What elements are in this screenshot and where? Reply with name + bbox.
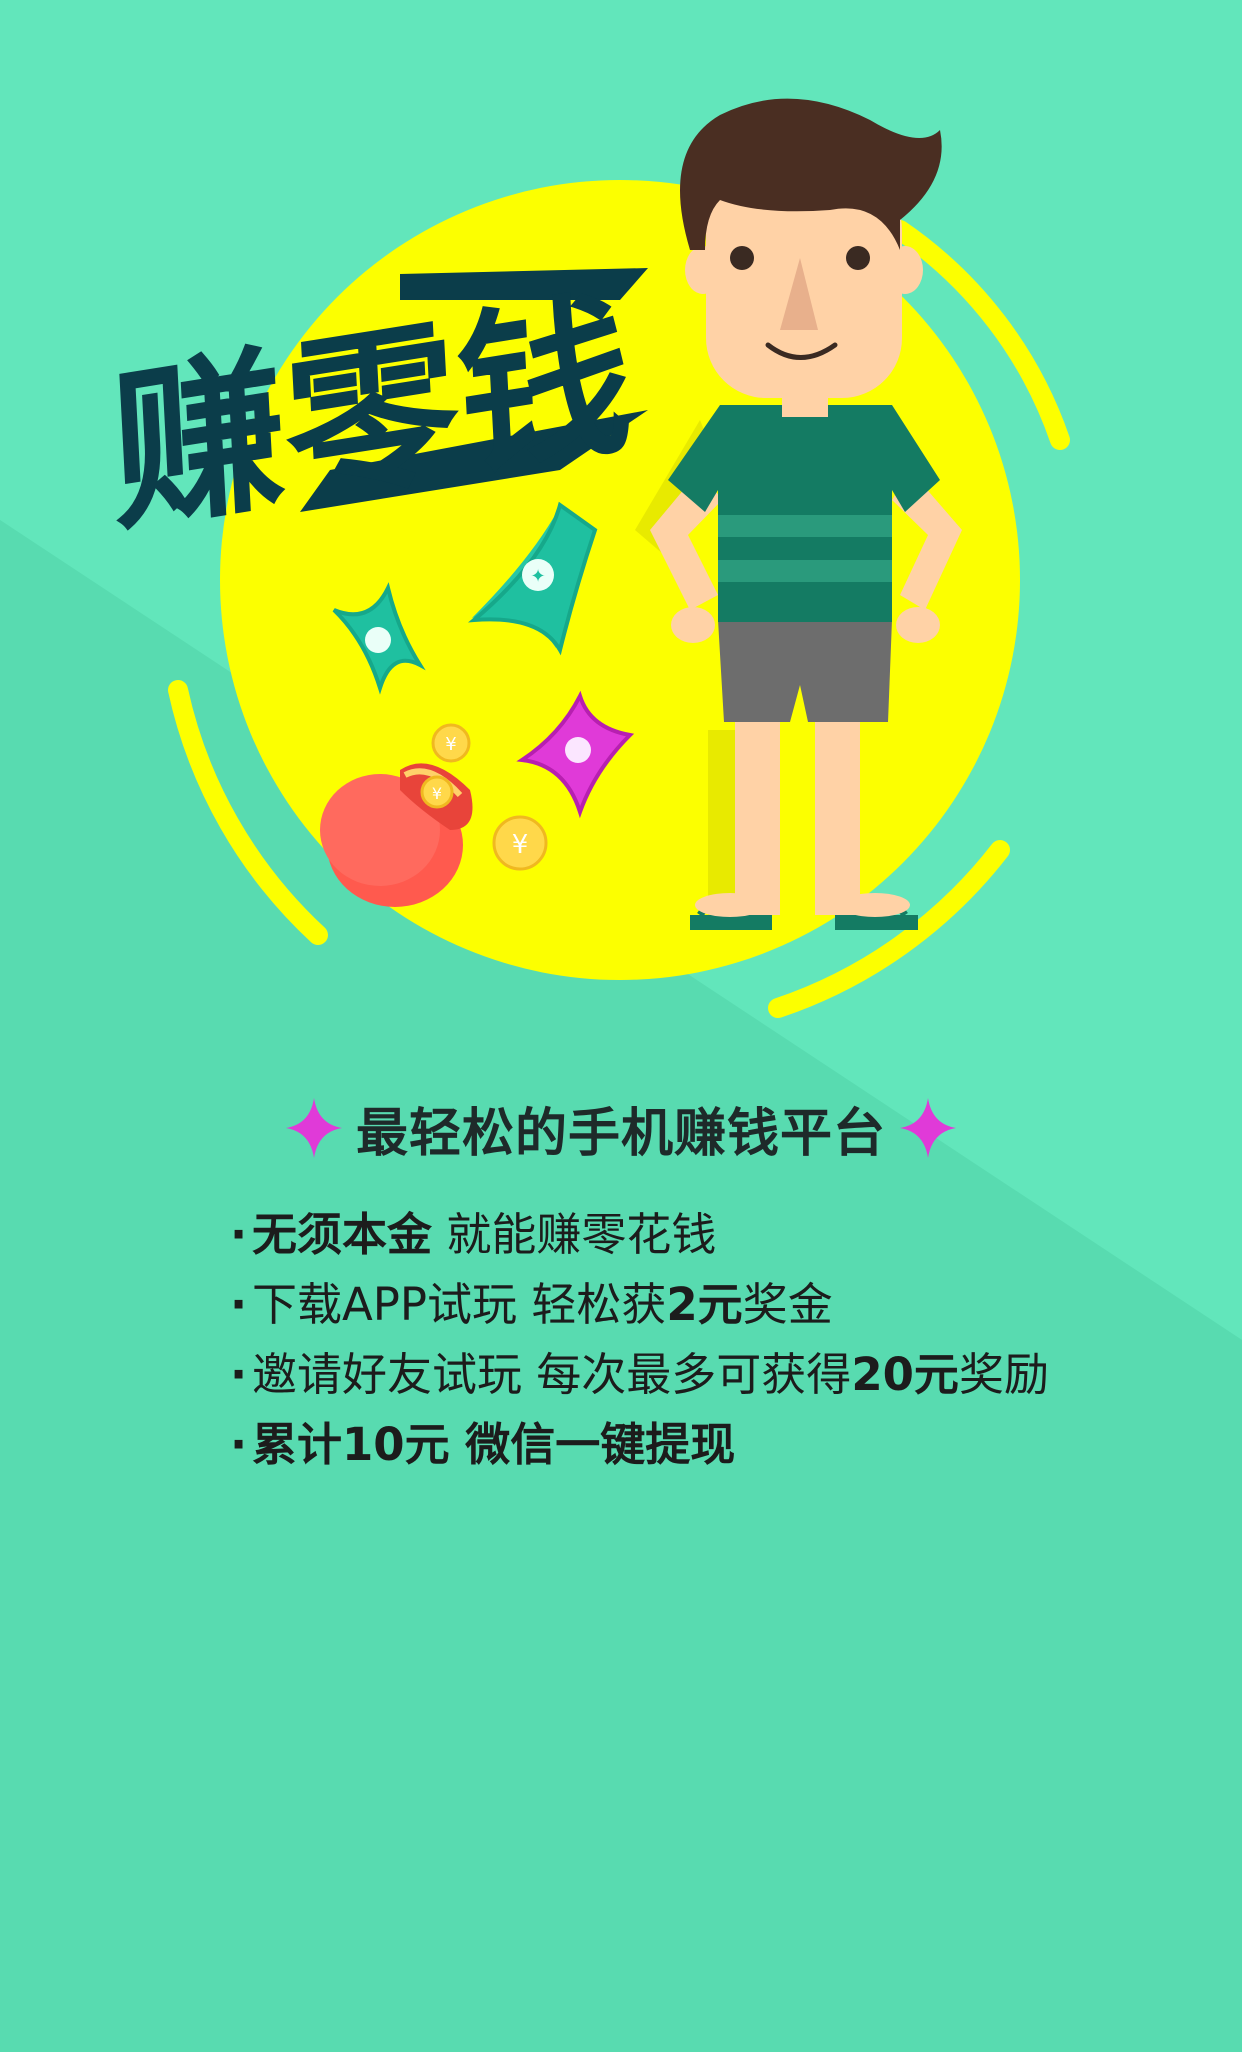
sparkle-left-icon: [285, 1098, 342, 1158]
feature-text-end: 奖金: [742, 1278, 833, 1331]
feature-text-end: 奖励: [958, 1348, 1049, 1401]
feature-bold: 2元: [666, 1278, 743, 1331]
feature-text: 邀请好友试玩 每次最多可获得: [252, 1348, 852, 1401]
feature-bold: 无须本金: [252, 1208, 433, 1261]
svg-text:✦: ✦: [530, 566, 545, 587]
tagline: 最轻松的手机赚钱平台: [355, 1103, 886, 1164]
coin-small: ¥: [431, 723, 471, 763]
feature-item-invite-friends: · 邀请好友试玩 每次最多可获得20元奖励: [230, 1340, 1130, 1410]
arc-right-top: [890, 220, 1070, 450]
bullet: ·: [230, 1208, 248, 1261]
svg-text:¥: ¥: [432, 784, 442, 803]
money-bag: ¥: [320, 763, 473, 907]
sparkle-magenta: [516, 690, 635, 819]
bullet: ·: [230, 1418, 248, 1471]
svg-text:¥: ¥: [512, 830, 529, 860]
sparkle-green-small: [332, 582, 426, 695]
tagline-row: 最轻松的手机赚钱平台: [0, 1088, 1242, 1168]
arc-left: [168, 680, 328, 945]
sparkle-green-large: ✦: [467, 501, 598, 656]
boy-character: [635, 98, 962, 930]
bullet: ·: [230, 1278, 248, 1331]
bullet: ·: [230, 1348, 248, 1401]
coin-large: ¥: [492, 815, 548, 871]
arc-bottom-right: [768, 840, 1010, 1018]
feature-bold: 20元: [851, 1348, 959, 1401]
feature-text: 就能赚零花钱: [432, 1208, 717, 1261]
feature-text: 下载APP试玩 轻松获: [252, 1278, 667, 1331]
feature-list: · 无须本金 就能赚零花钱 · 下载APP试玩 轻松获2元奖金 · 邀请好友试玩 每次…: [230, 1200, 1130, 1480]
feature-bold: 累计10元 微信一键提现: [252, 1418, 736, 1471]
feature-item-download-app: · 下载APP试玩 轻松获2元奖金: [230, 1270, 1130, 1340]
feature-item-no-capital: · 无须本金 就能赚零花钱: [230, 1200, 1130, 1270]
sparkle-right-icon: [900, 1098, 956, 1158]
svg-text:¥: ¥: [445, 734, 456, 755]
hero-illustration: 赚零钱 ✦ ¥ ¥ ¥: [107, 98, 1070, 1018]
feature-item-withdraw: · 累计10元 微信一键提现: [230, 1410, 1130, 1480]
